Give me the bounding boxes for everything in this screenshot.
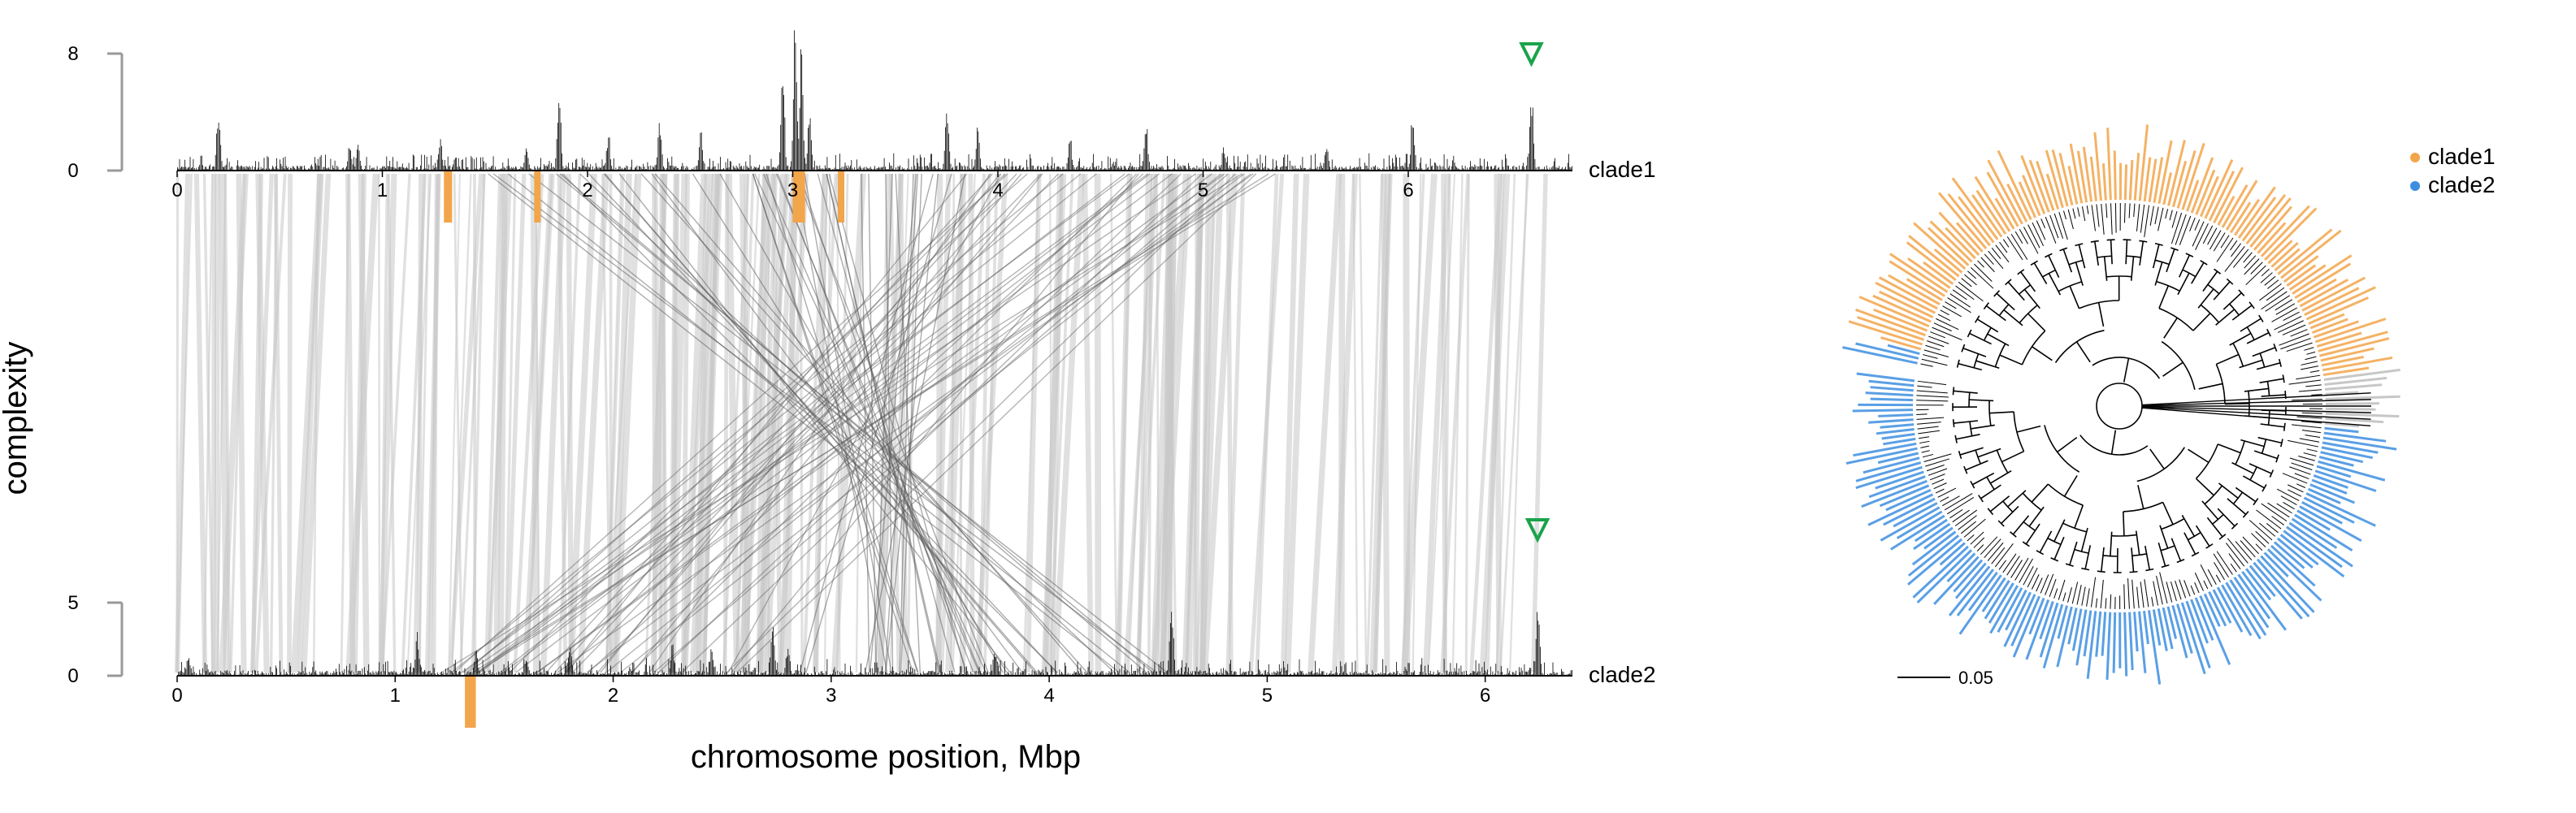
synteny-link — [1406, 174, 1407, 672]
x-tick-label: 5 — [1262, 685, 1273, 707]
x-axis-title: chromosome position, Mbp — [691, 739, 1081, 775]
y-tick-label: 0 — [67, 160, 78, 182]
tip-branch — [2115, 203, 2116, 233]
highlight-region-clade1 — [534, 171, 540, 223]
tip-label-mark — [2114, 151, 2115, 201]
x-tick-label: 2 — [582, 179, 592, 201]
legend-dot-clade1 — [2410, 153, 2420, 162]
synteny-link — [1098, 174, 1099, 672]
x-tick-label: 6 — [1403, 179, 1413, 201]
highlight-region-clade2 — [465, 676, 475, 728]
synteny-link — [214, 174, 215, 672]
synteny-link — [215, 174, 216, 672]
synteny-link — [289, 174, 290, 672]
y-tick-label: 0 — [67, 665, 78, 687]
tip-branch — [1916, 414, 1927, 415]
scale-bar-label: 0.05 — [1958, 668, 1993, 688]
x-tick-label: 0 — [171, 179, 182, 201]
highlight-region-clade1 — [838, 171, 844, 223]
legend-dot-clade2 — [2410, 181, 2420, 191]
legend-label-clade2: clade2 — [2428, 172, 2496, 197]
x-tick-label: 0 — [171, 685, 182, 707]
tip-label-mark — [1878, 415, 1913, 417]
synteny-link — [501, 174, 505, 672]
y-tick-label: 5 — [67, 592, 78, 614]
track-label-clade2: clade2 — [1589, 662, 1656, 687]
y-axis-title: complexity — [0, 342, 33, 495]
x-tick-label: 2 — [608, 685, 618, 707]
track-label-clade1: clade1 — [1589, 157, 1656, 182]
x-tick-label: 3 — [826, 685, 836, 707]
tip-label-mark — [2125, 164, 2126, 200]
tip-branch — [2125, 203, 2126, 223]
y-tick-label: 8 — [67, 43, 78, 65]
highlight-region-clade1 — [444, 171, 452, 223]
x-tick-label: 5 — [1198, 179, 1208, 201]
x-tick-label: 1 — [390, 685, 401, 707]
synteny-link — [434, 174, 437, 672]
tree-branch — [2123, 512, 2124, 536]
x-tick-label: 4 — [992, 179, 1003, 201]
x-tick-label: 6 — [1480, 685, 1490, 707]
x-tick-label: 3 — [787, 179, 798, 201]
tip-label-mark — [2114, 612, 2115, 673]
tip-label-mark — [2125, 612, 2127, 677]
x-tick-label: 4 — [1043, 685, 1054, 707]
x-tick-label: 1 — [377, 179, 388, 201]
tip-label-mark — [1853, 410, 1913, 411]
legend-label-clade1: clade1 — [2428, 144, 2496, 169]
tip-label-mark — [1871, 399, 1913, 400]
